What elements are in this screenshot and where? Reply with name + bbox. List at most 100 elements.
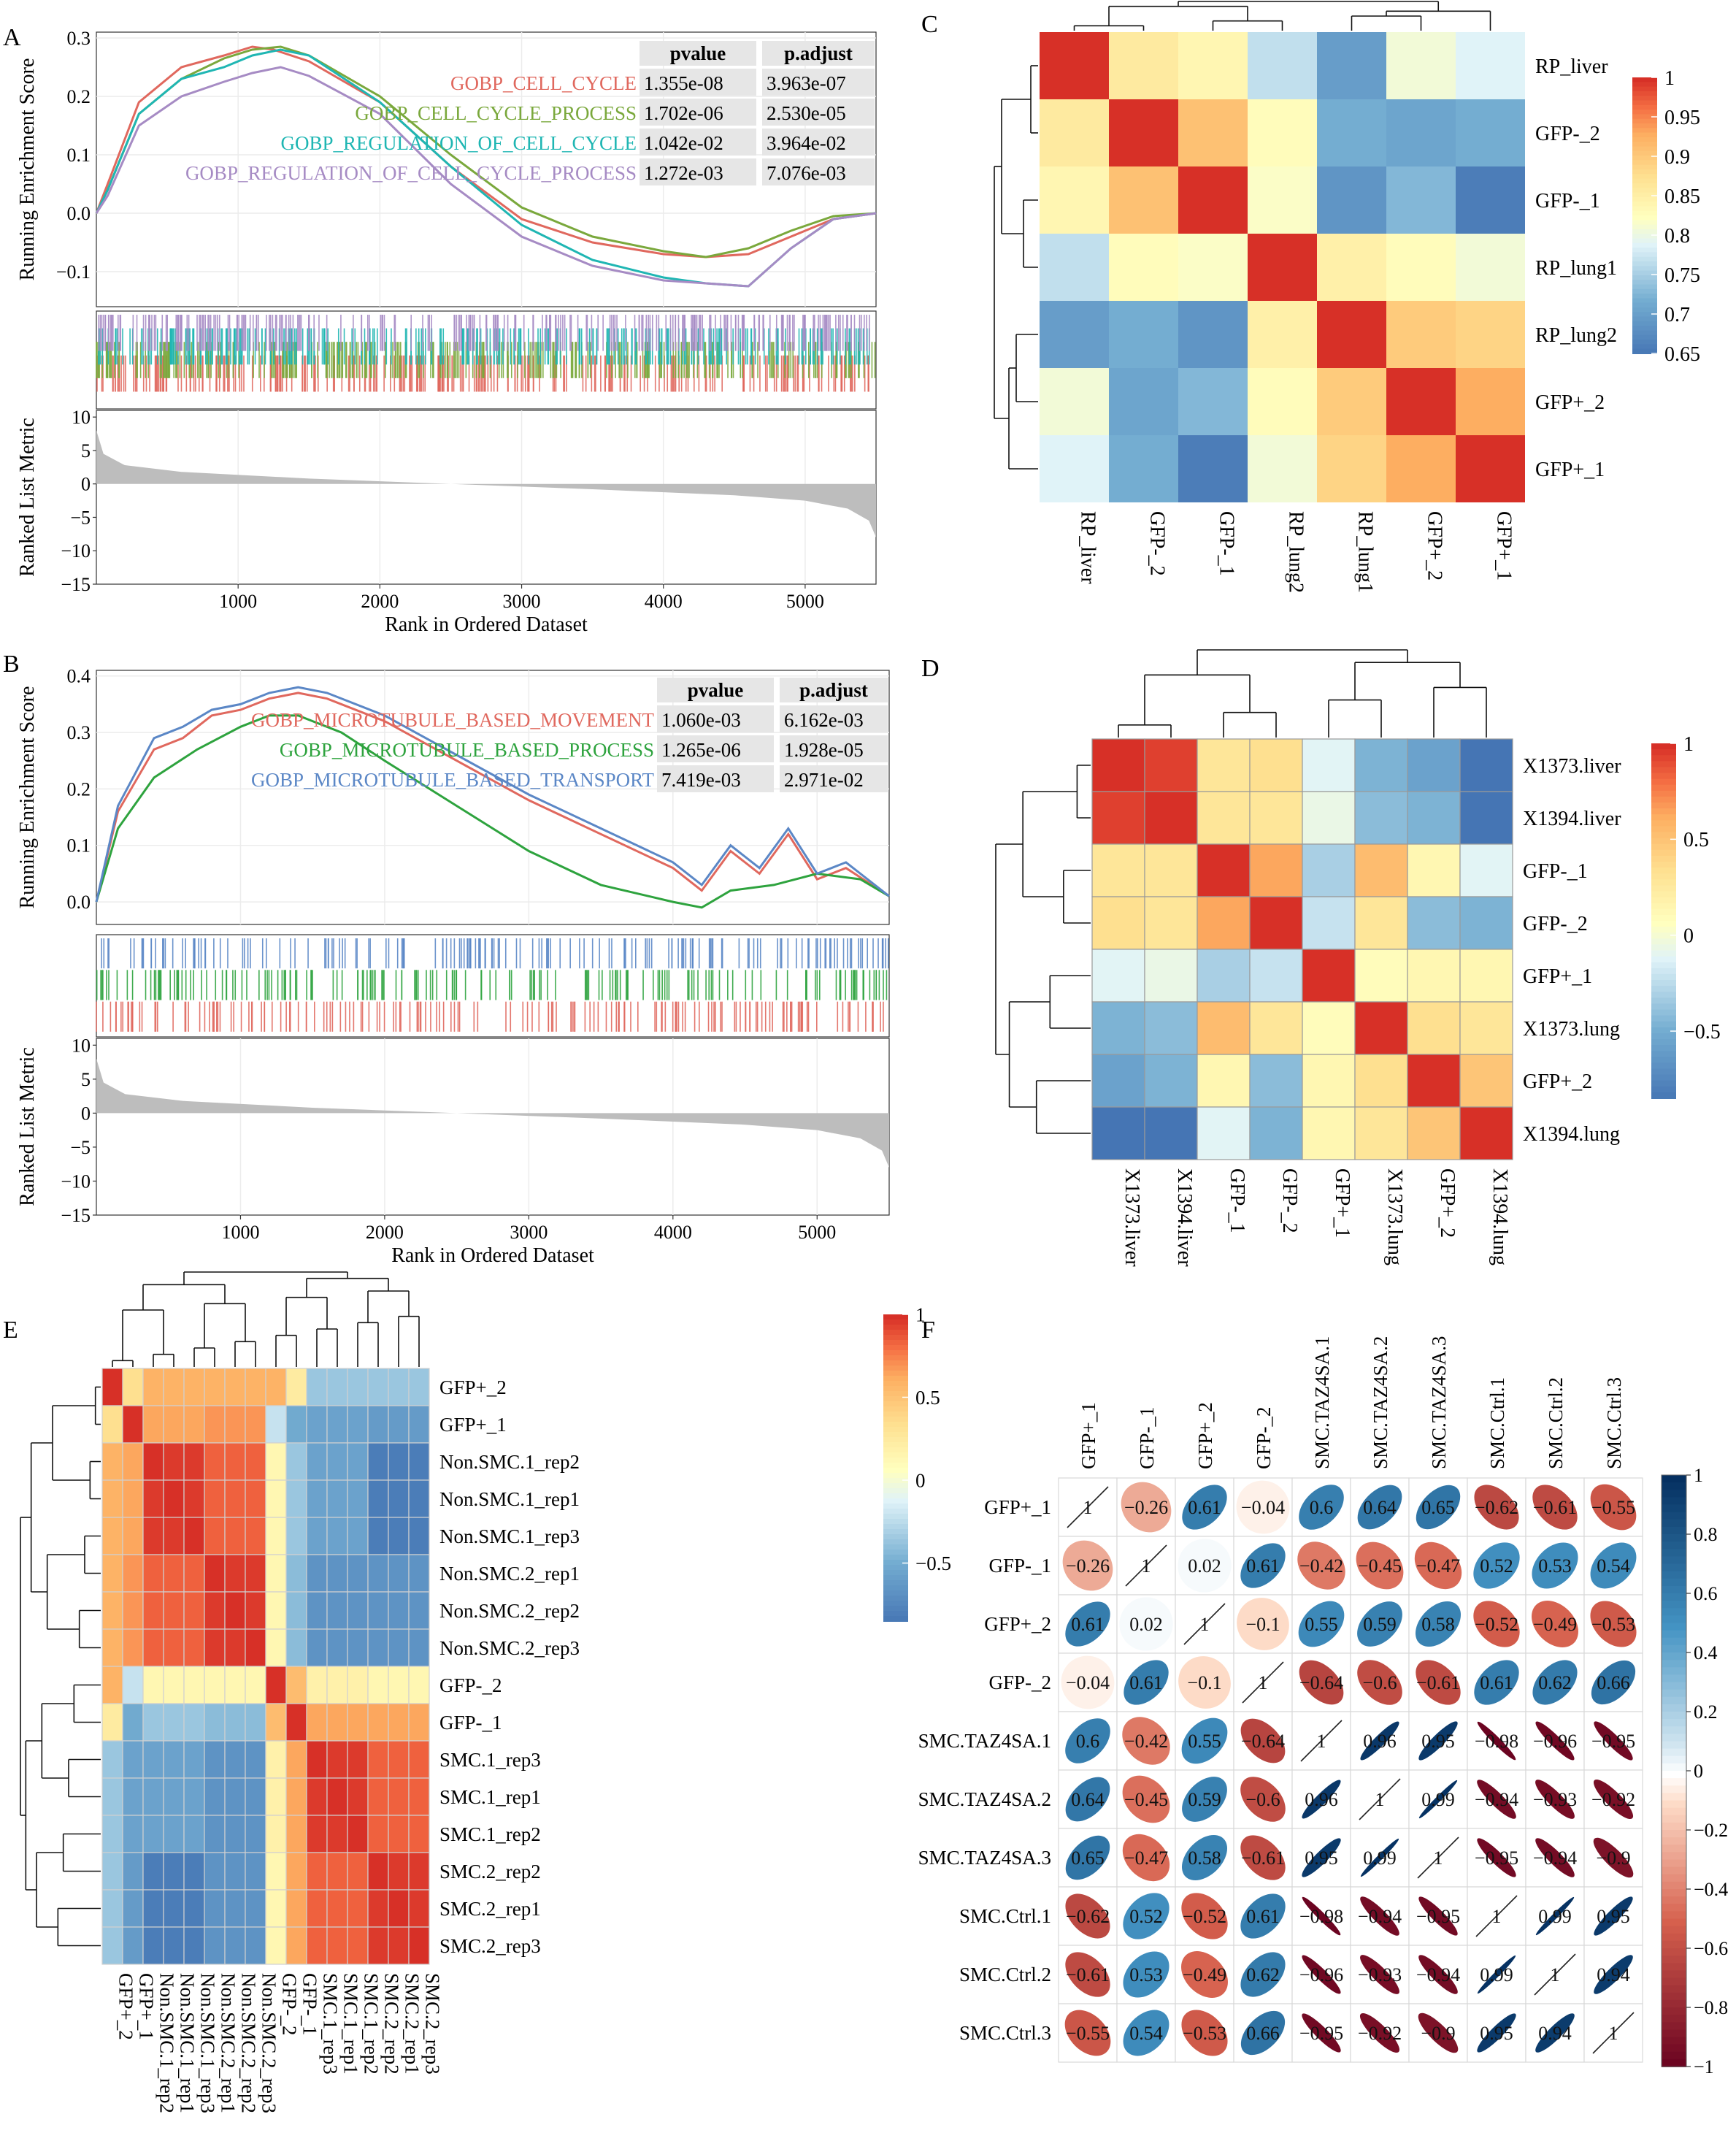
table-cell-bg (762, 129, 875, 156)
heatmap-cell (1302, 1054, 1356, 1108)
legend-gradient-step (883, 1401, 908, 1407)
row-label-smc-taz4sa-1: SMC.TAZ4SA.1 (918, 1730, 1051, 1752)
heatmap-cell (326, 1889, 348, 1928)
x-tick-label: 2000 (366, 1222, 404, 1243)
heatmap-cell (347, 1740, 369, 1779)
legend-gradient-step (1662, 1578, 1686, 1587)
heatmap-cell (1249, 791, 1303, 845)
heatmap-cell (183, 1889, 205, 1928)
correlation-value: 0.99 (1421, 1789, 1455, 1810)
heatmap-cell (163, 1517, 185, 1555)
heatmap-cell (326, 1703, 348, 1742)
legend-gradient-step (1651, 992, 1676, 999)
correlation-value: −0.47 (1124, 1847, 1168, 1869)
legend-gradient-step (1651, 1003, 1676, 1011)
legend-gradient-step (1662, 1475, 1686, 1484)
correlation-ellipse (1298, 1601, 1345, 1647)
heatmap-cell (1040, 435, 1109, 502)
heatmap-cell (367, 1777, 389, 1816)
correlation-ellipse (1357, 1601, 1402, 1647)
legend-gradient-step (1632, 348, 1657, 354)
legend-gradient-step (1651, 914, 1676, 922)
legend-tick-label: 0 (1694, 1761, 1703, 1782)
heatmap-cell (142, 1740, 164, 1779)
heatmap-cell (306, 1926, 328, 1965)
heatmap-cell (183, 1815, 205, 1853)
correlation-value: 0.52 (1480, 1555, 1513, 1577)
correlation-ellipse (1240, 1952, 1286, 1997)
heatmap-cell (204, 1703, 226, 1742)
legend-tick-label: 1 (1683, 733, 1694, 756)
heatmap-cell (1302, 843, 1356, 897)
heatmap-cell (408, 1479, 430, 1518)
es-axis-title: Running Enrichment Score (16, 686, 39, 909)
correlation-ellipse (1594, 1955, 1633, 1994)
legend-gradient-step (1632, 294, 1657, 299)
legend-gradient-step (1651, 997, 1676, 1005)
heatmap-cell (142, 1591, 164, 1630)
legend-gradient-step (1662, 1807, 1686, 1816)
legend-gradient-step (1662, 1755, 1686, 1764)
legend-gradient-step (1662, 1956, 1686, 1964)
row-label-smc-1-rep1: SMC.1_rep1 (439, 1786, 541, 1808)
table-header-pvalue: pvalue (688, 679, 744, 701)
legend-gradient-step (1662, 2037, 1686, 2045)
heatmap-cell (1249, 843, 1303, 897)
correlation-ellipse (1122, 1717, 1170, 1765)
correlation-value: 0.95 (1421, 1731, 1455, 1752)
heatmap-cell (1109, 435, 1178, 502)
legend-tick-label: 0 (915, 1469, 926, 1491)
heatmap-cell (1178, 301, 1248, 368)
legend-gradient-step (883, 1442, 908, 1448)
heatmap-cell (142, 1628, 164, 1667)
correlation-ellipse (1590, 1484, 1637, 1531)
row-label-gfp-2: GFP-_2 (439, 1674, 502, 1696)
col-label-gfp-2: GFP-_2 (278, 1973, 300, 2036)
heatmap-cell (367, 1479, 389, 1518)
heatmap-cell (265, 1777, 287, 1816)
heatmap-cell (306, 1442, 328, 1481)
legend-gradient-step (1651, 808, 1676, 816)
correlation-ellipse (1535, 1896, 1575, 1936)
heatmap-cell (1386, 435, 1456, 502)
heatmap-cell (1249, 1054, 1303, 1108)
heatmap-cell (285, 1777, 307, 1816)
table-padjust: 1.928e-05 (784, 739, 864, 761)
heatmap-cell (306, 1368, 328, 1406)
table-cell-bg (780, 735, 888, 762)
heatmap-cell (245, 1666, 266, 1704)
legend-gradient-step (1632, 220, 1657, 226)
legend-gradient-step (1662, 1785, 1686, 1794)
heatmap-cell (183, 1666, 205, 1704)
heatmap-cell (183, 1554, 205, 1593)
heatmap-cell (1249, 896, 1303, 950)
col-label-smc-2-rep2: SMC.2_rep2 (380, 1973, 402, 2075)
heatmap-cell (204, 1889, 226, 1928)
legend-gradient-step (883, 1458, 908, 1463)
legend-tick-label: 1 (1694, 1465, 1703, 1486)
correlation-value: 0.59 (1188, 1789, 1221, 1810)
col-label-gfp-2: GFP-_2 (1253, 1406, 1275, 1469)
heatmap-cell (388, 1852, 410, 1891)
correlation-ellipse (1240, 2010, 1286, 2056)
heatmap-cell (1302, 1106, 1356, 1160)
legend-gradient-step (1662, 1526, 1686, 1535)
heatmap-cell (245, 1889, 266, 1928)
correlation-value: −0.64 (1299, 1672, 1343, 1693)
heatmap-cell (306, 1405, 328, 1444)
diagonal-line (1359, 1778, 1401, 1820)
heatmap-cell (347, 1442, 369, 1481)
heatmap-cell (347, 1815, 369, 1853)
col-label-gfp-1: GFP-_1 (1215, 511, 1237, 576)
heatmap-cell (1407, 791, 1461, 845)
legend-gradient-step (1651, 749, 1676, 757)
heatmap-cell (163, 1628, 185, 1667)
correlation-ellipse (1590, 1542, 1637, 1589)
heatmap-cell (326, 1628, 348, 1667)
diagonal-line (1475, 1895, 1518, 1937)
heatmap-cell (122, 1368, 144, 1406)
correlation-ellipse (1477, 1721, 1516, 1761)
heatmap-cell (1386, 32, 1456, 99)
legend-gradient-step (1632, 86, 1657, 92)
legend-tick-label: −0.5 (1683, 1021, 1721, 1043)
